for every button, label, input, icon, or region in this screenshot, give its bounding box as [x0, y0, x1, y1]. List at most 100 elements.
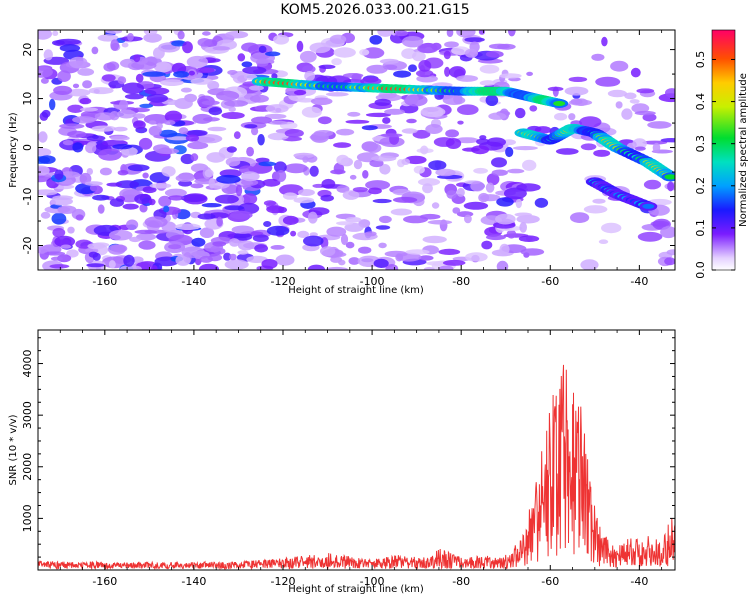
heatmap-cell	[223, 252, 232, 261]
heatmap-cell	[456, 30, 476, 38]
heatmap-cell	[615, 101, 623, 109]
heatmap-cell	[134, 229, 158, 235]
heatmap-cell	[325, 266, 349, 270]
heatmap-cell	[446, 30, 454, 37]
heatmap-cell	[178, 127, 189, 135]
heatmap-cell	[86, 168, 94, 175]
heatmap-cell	[190, 153, 199, 162]
x-tick-label: -160	[92, 275, 117, 288]
heatmap-cell	[38, 131, 48, 143]
heatmap-cell	[390, 208, 413, 216]
x-tick-label: -40	[630, 575, 648, 588]
heatmap-cell	[267, 120, 288, 125]
heatmap-cell	[491, 169, 508, 176]
heatmap-cell	[139, 203, 148, 213]
colorbar-gradient	[711, 29, 736, 271]
heatmap-cell	[377, 30, 394, 37]
heatmap-cell	[59, 44, 81, 52]
x-tick-label: -120	[271, 575, 296, 588]
heatmap-cell	[119, 99, 129, 111]
heatmap-cell	[358, 246, 372, 254]
heatmap-cell	[297, 230, 310, 238]
heatmap-cell	[336, 128, 355, 136]
heatmap-cell	[263, 200, 277, 206]
heatmap-cell	[148, 120, 157, 125]
heatmap-cell	[506, 229, 517, 239]
heatmap-cell	[274, 161, 287, 173]
heatmap-cell	[647, 121, 672, 129]
heatmap-cell	[452, 207, 461, 214]
heatmap-cell	[631, 103, 650, 114]
heatmap-cell	[365, 180, 391, 190]
x-tick-label: -100	[360, 275, 385, 288]
spectrogram-y-axis: -20 -10 0 10 20	[21, 43, 675, 271]
heatmap-cell	[570, 98, 583, 105]
heatmap-cell	[293, 197, 315, 204]
y-tick-label: 3000	[21, 401, 34, 429]
heatmap-cell	[88, 251, 99, 258]
heatmap-cell	[261, 259, 278, 269]
heatmap-cell	[485, 234, 506, 241]
heatmap-cell	[385, 264, 399, 270]
heatmap-cell	[251, 116, 273, 124]
heatmap-cell	[403, 215, 428, 224]
heatmap-cell	[246, 255, 268, 263]
heatmap-cell	[216, 174, 241, 184]
heatmap-cell	[146, 93, 168, 103]
heatmap-cell	[637, 231, 663, 242]
heatmap-cell	[580, 259, 599, 270]
heatmap-cell	[94, 112, 116, 121]
heatmap-cell	[216, 90, 240, 101]
heatmap-cell	[98, 148, 122, 161]
heatmap-cell	[233, 131, 241, 140]
heatmap-cell	[201, 100, 220, 106]
heatmap-cell	[264, 113, 287, 119]
heatmap-cell	[473, 167, 488, 174]
heatmap-cell	[570, 212, 590, 224]
heatmap-cell	[499, 243, 510, 255]
heatmap-cell	[183, 193, 208, 205]
heatmap-cell	[568, 76, 588, 82]
heatmap-cell	[197, 213, 216, 220]
heatmap-cell	[66, 88, 91, 97]
heatmap-cell	[190, 77, 214, 85]
heatmap-cell	[660, 226, 675, 239]
heatmap-cell	[92, 194, 110, 201]
heatmap-cell	[133, 120, 146, 130]
heatmap-cell	[529, 105, 538, 112]
heatmap-cell	[396, 252, 422, 262]
heatmap-cell	[228, 106, 236, 112]
heatmap-cell	[198, 263, 220, 270]
heatmap-cell	[344, 222, 364, 232]
heatmap-cell	[212, 46, 230, 51]
heatmap-cell	[326, 226, 347, 237]
heatmap-cell	[302, 65, 316, 73]
heatmap-cell	[507, 168, 525, 174]
heatmap-cell	[161, 166, 176, 177]
heatmap-cell	[113, 126, 128, 132]
heatmap-cell	[38, 30, 52, 40]
heatmap-cell	[153, 47, 165, 60]
heatmap-cell	[427, 220, 453, 225]
heatmap-cell	[416, 69, 434, 78]
heatmap-cell	[168, 244, 182, 250]
heatmap-cell	[345, 241, 355, 249]
heatmap-cell	[336, 185, 350, 193]
heatmap-cell	[79, 172, 92, 185]
heatmap-cell	[40, 77, 49, 84]
heatmap-cell	[607, 89, 628, 98]
heatmap-cell	[117, 170, 129, 176]
heatmap-cell	[667, 181, 675, 192]
heatmap-cell	[66, 249, 79, 258]
heatmap-cell	[515, 198, 522, 209]
heatmap-cell	[465, 252, 488, 262]
colorbar-label: Normalized spectral amplitude	[738, 73, 749, 227]
heatmap-cell	[177, 30, 185, 40]
heatmap-cell	[80, 107, 98, 112]
heatmap-cell	[485, 94, 499, 107]
heatmap-cell	[564, 86, 589, 96]
heatmap-cell	[252, 234, 269, 243]
heatmap-cell	[471, 145, 490, 155]
heatmap-cell	[38, 148, 52, 157]
